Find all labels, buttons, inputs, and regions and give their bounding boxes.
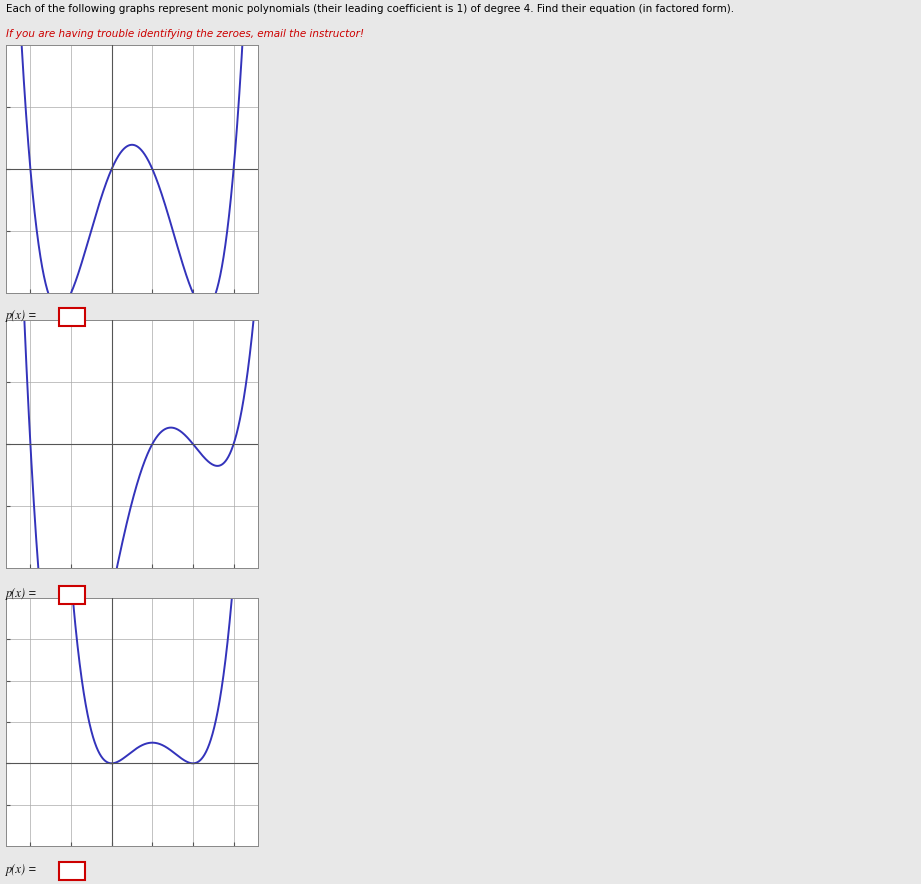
Text: p(x) =: p(x) = bbox=[6, 864, 38, 876]
Text: If you are having trouble identifying the zeroes, email the instructor!: If you are having trouble identifying th… bbox=[6, 28, 364, 39]
Text: Each of the following graphs represent monic polynomials (their leading coeffici: Each of the following graphs represent m… bbox=[6, 4, 734, 14]
Text: p(x) =: p(x) = bbox=[6, 309, 38, 323]
Text: p(x) =: p(x) = bbox=[6, 588, 38, 600]
